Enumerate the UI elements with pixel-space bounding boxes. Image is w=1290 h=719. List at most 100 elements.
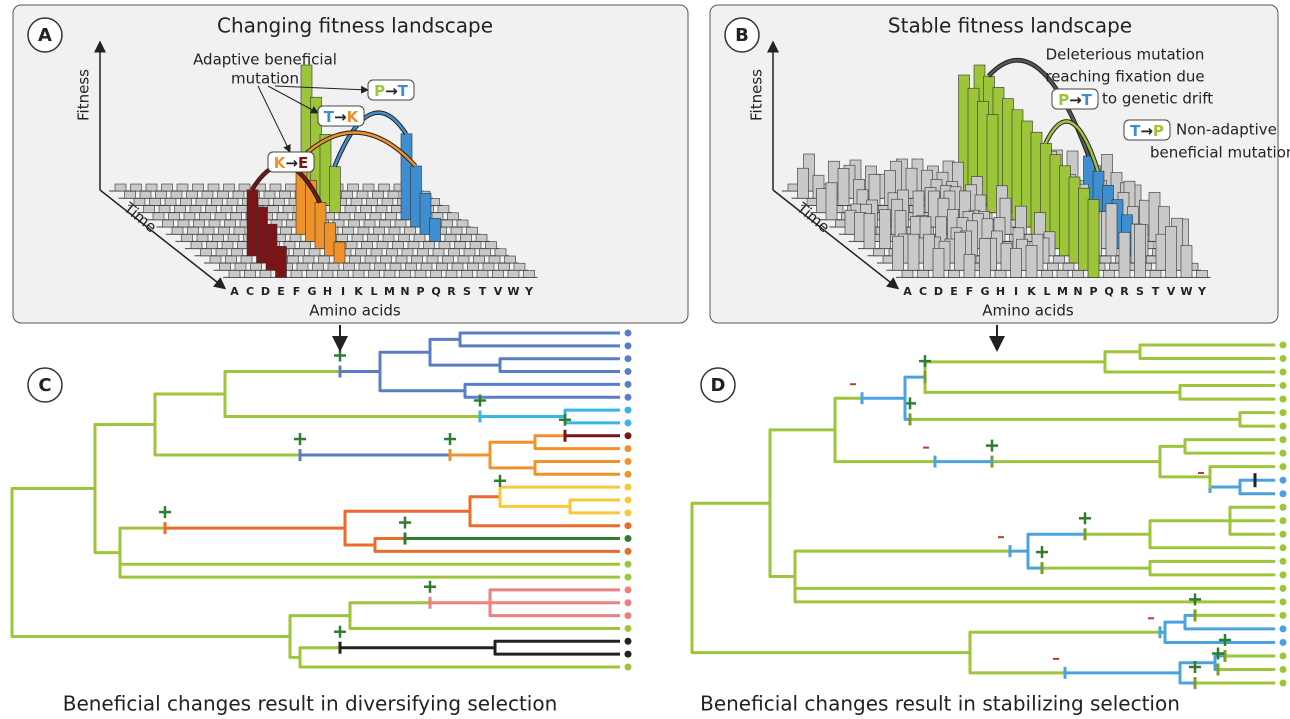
tip (625, 368, 632, 375)
bar (964, 254, 975, 277)
amino-acid: W (1180, 285, 1192, 298)
tip (1280, 369, 1287, 376)
bar (464, 249, 475, 256)
amino-acid: E (277, 285, 285, 298)
mutation-part: P (374, 82, 385, 100)
tip (625, 612, 632, 619)
bar (1048, 263, 1059, 270)
tip (625, 509, 632, 516)
bar (499, 263, 510, 270)
amino-acid: C (919, 285, 927, 298)
caption: Beneficial changes result in stabilizing… (700, 692, 1180, 716)
bar (826, 183, 837, 220)
bar (406, 263, 417, 270)
bar (493, 270, 504, 277)
bar (193, 184, 204, 191)
amino-acid: T (479, 285, 487, 298)
bar (348, 184, 359, 191)
bar (362, 242, 373, 249)
annotation: reaching fixation due (1045, 68, 1204, 86)
bar (184, 213, 195, 220)
bar (188, 227, 199, 234)
bar (213, 234, 224, 241)
mutation-part: T (398, 82, 409, 100)
tip (1280, 490, 1287, 497)
bar (446, 270, 457, 277)
amino-acid: Y (524, 285, 534, 298)
bar (430, 218, 441, 241)
tip (1280, 666, 1287, 673)
bar (443, 256, 454, 263)
bar (346, 242, 357, 249)
bar (402, 249, 413, 256)
amino-acid: D (261, 285, 270, 298)
bar (291, 270, 302, 277)
bar (364, 220, 375, 227)
amino-acid: Y (1197, 285, 1207, 298)
mutation-part: P (1058, 91, 1069, 109)
bar (171, 191, 182, 198)
amino-acid: D (934, 285, 943, 298)
annotation: Deleterious mutation (1046, 46, 1205, 64)
bar (1057, 270, 1068, 277)
bar (210, 256, 221, 263)
mutation-part: → (385, 82, 398, 100)
bar (212, 198, 223, 205)
tip (625, 432, 632, 439)
tip (625, 471, 632, 478)
tip (625, 664, 632, 671)
bar (355, 213, 366, 220)
tip (625, 330, 632, 337)
tip (1280, 409, 1287, 416)
amino-acid: Q (1104, 285, 1113, 298)
amino-acid: W (507, 285, 519, 298)
bar (350, 256, 361, 263)
tip (1280, 504, 1287, 511)
annotation: beneficial mutation (1150, 144, 1290, 162)
amino-acid: F (966, 285, 974, 298)
tip (625, 522, 632, 529)
tip (1280, 625, 1287, 632)
bar (172, 227, 183, 234)
annotation: mutation (231, 70, 299, 88)
bar (880, 210, 891, 249)
bar (202, 191, 213, 198)
amino-acid: R (447, 285, 456, 298)
bar (438, 206, 449, 213)
bar (207, 242, 218, 249)
bar (468, 263, 479, 270)
bar (288, 256, 299, 263)
bar (140, 191, 151, 198)
bar (375, 263, 386, 270)
bar (1166, 226, 1177, 277)
bar (358, 227, 369, 234)
bar (233, 191, 244, 198)
tip (1280, 463, 1287, 470)
amino-acid: M (1057, 285, 1068, 298)
tip (625, 484, 632, 491)
amino-acid: P (416, 285, 424, 298)
bar (203, 227, 214, 234)
axis-label: Amino acids (309, 302, 401, 320)
bar (258, 198, 269, 205)
bar (146, 184, 157, 191)
bar (400, 270, 411, 277)
bar (838, 168, 849, 205)
bar (1106, 204, 1117, 256)
bar (864, 214, 875, 249)
bar (194, 220, 205, 227)
bar (200, 213, 211, 220)
bar (431, 270, 442, 277)
bar (359, 263, 370, 270)
bar (322, 270, 333, 277)
amino-acid: M (384, 285, 395, 298)
bar (455, 242, 466, 249)
mutation-part: → (1140, 122, 1153, 140)
bar (268, 206, 279, 213)
bar (232, 249, 243, 256)
bar (241, 256, 252, 263)
tip (625, 342, 632, 349)
panel-label: A (38, 25, 52, 46)
tip (1280, 571, 1287, 578)
bar (225, 220, 236, 227)
